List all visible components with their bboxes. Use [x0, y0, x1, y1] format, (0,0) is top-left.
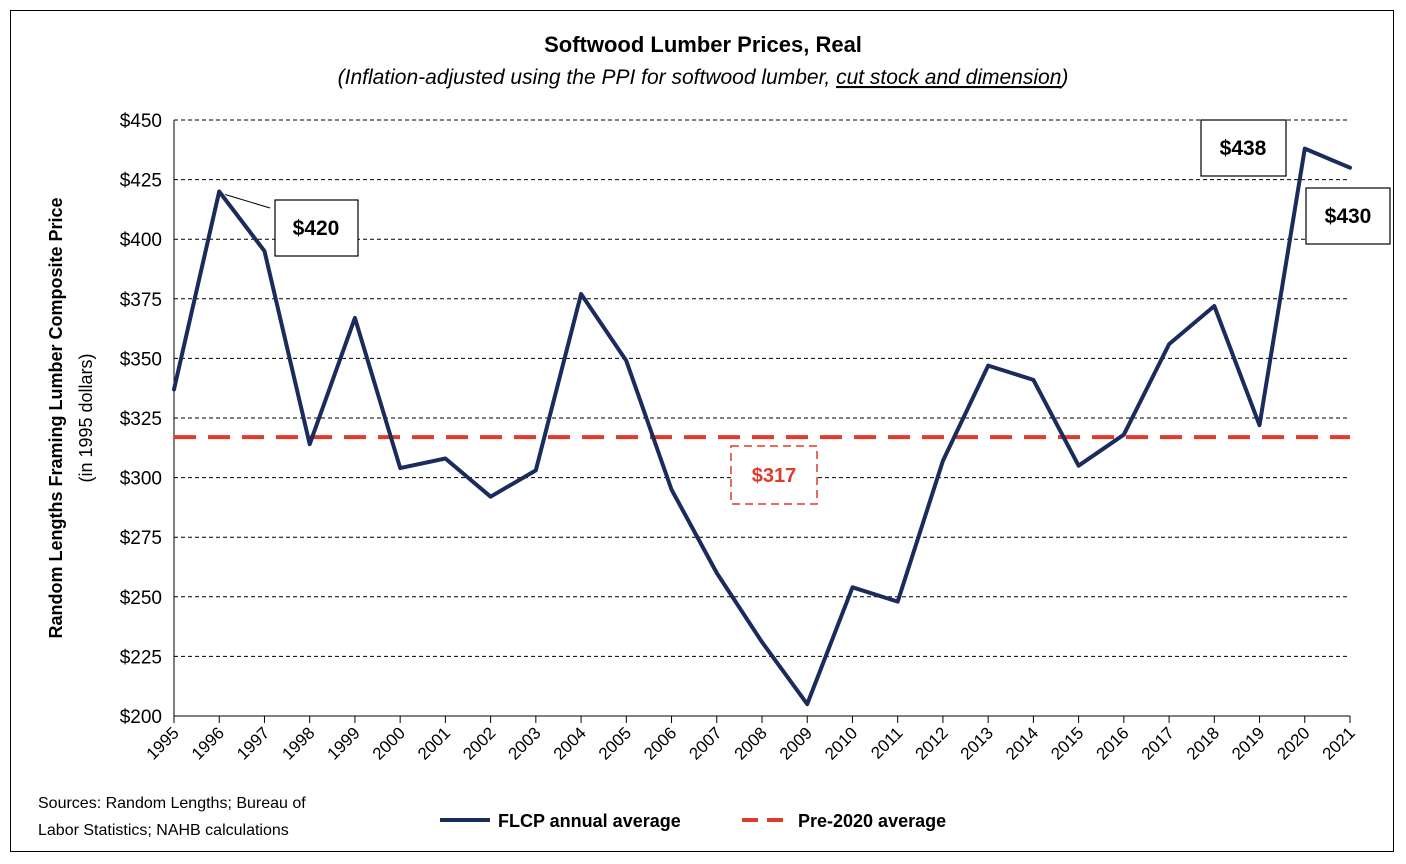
callout-leader-420	[225, 194, 271, 209]
x-tick-label: 2000	[369, 723, 409, 763]
y-tick-label: $325	[120, 409, 162, 430]
x-tick-label: 2021	[1319, 723, 1359, 763]
chart-frame	[10, 10, 1394, 852]
x-tick-label: 2016	[1092, 723, 1132, 763]
x-tick-label: 1995	[143, 723, 183, 763]
x-tick-label: 2020	[1273, 723, 1313, 763]
subtitle-suffix: )	[1058, 66, 1068, 89]
x-tick-label: 2017	[1138, 723, 1178, 763]
x-tick-label: 2008	[731, 723, 771, 763]
x-tick-label: 2012	[912, 723, 952, 763]
x-tick-label: 1996	[188, 723, 228, 763]
callout-label-420: $420	[293, 217, 340, 240]
callout-label-430: $430	[1325, 205, 1372, 228]
y-tick-label: $450	[120, 111, 162, 132]
x-tick-label: 1998	[278, 723, 318, 763]
callout-box-430	[1305, 187, 1391, 245]
x-tick-label: 2007	[685, 723, 725, 763]
gridlines	[174, 119, 1350, 657]
x-tick-label: 2013	[957, 723, 997, 763]
x-tick-label: 1997	[233, 723, 273, 763]
callout-box-420	[274, 199, 359, 257]
y-tick-label: $250	[120, 588, 162, 609]
x-tick-label: 2010	[821, 723, 861, 763]
x-tick-label: 2011	[867, 723, 906, 762]
chart-title: Softwood Lumber Prices, Real	[544, 32, 862, 57]
y-tick-label: $300	[120, 469, 162, 490]
x-tick-label: 2002	[459, 723, 499, 763]
x-tick-label: 2006	[640, 723, 680, 763]
source-line-1: Sources: Random Lengths; Bureau of	[38, 795, 306, 812]
x-tick-label: 2004	[550, 723, 590, 763]
y-tick-label: $200	[120, 707, 162, 728]
x-tick-label: 2018	[1183, 723, 1223, 763]
subtitle-underlined: cut stock and dimension	[836, 66, 1061, 89]
y-tick-label: $425	[120, 171, 162, 192]
series-group	[172, 146, 1352, 707]
y-tick-label: $225	[120, 647, 162, 668]
callout-box-317	[730, 445, 818, 505]
x-tick-label: 1999	[324, 723, 364, 763]
y-tick-label: $350	[120, 349, 162, 370]
chart-subtitle: (Inflation-adjusted using the PPI for so…	[338, 66, 1069, 89]
subtitle-prefix: (Inflation-adjusted using the PPI for so…	[338, 66, 836, 89]
legend-label-average: Pre-2020 average	[798, 811, 946, 831]
callout-box-438	[1200, 119, 1287, 177]
y-axis-label: Random Lengths Framing Lumber Composite …	[46, 197, 66, 638]
y-tick-label: $400	[120, 230, 162, 251]
x-tick-label: 2001	[414, 723, 454, 763]
y-tick-label: $375	[120, 290, 162, 311]
legend: FLCP annual average Pre-2020 average	[440, 811, 946, 831]
x-tick-label: 2003	[504, 723, 544, 763]
callouts: $420 $438 $430 $317	[225, 119, 1391, 505]
x-tick-label: 2009	[776, 723, 816, 763]
x-tick-label: 2005	[595, 723, 635, 763]
series-line-flcp	[172, 146, 1352, 707]
x-tick-label: 2014	[1002, 723, 1042, 763]
y-axis-sublabel: (in 1995 dollars)	[76, 353, 96, 482]
x-tick-label: 2015	[1047, 723, 1087, 763]
callout-label-317: $317	[752, 465, 797, 487]
source-line-2: Labor Statistics; NAHB calculations	[38, 822, 289, 839]
x-tick-label: 2019	[1228, 723, 1268, 763]
callout-label-438: $438	[1220, 137, 1267, 160]
y-tick-label: $275	[120, 528, 162, 549]
legend-label-flcp: FLCP annual average	[498, 811, 681, 831]
